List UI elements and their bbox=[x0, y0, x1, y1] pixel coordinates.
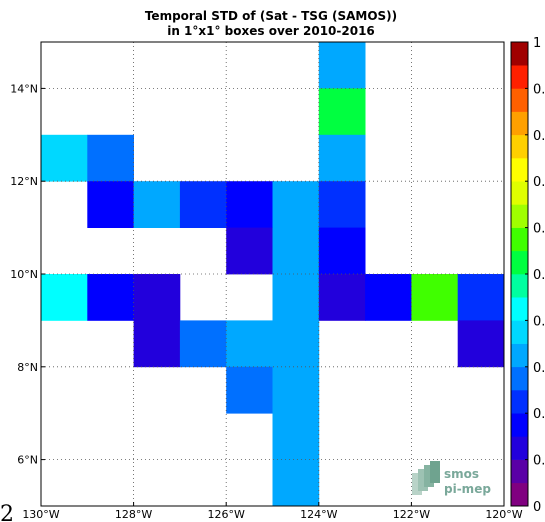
edge-glyph: 2 bbox=[0, 502, 14, 522]
y-tick-label: 8°N bbox=[17, 361, 38, 374]
colorbar-tick-label: 0. bbox=[533, 268, 545, 283]
colorbar-segment bbox=[511, 227, 528, 252]
heatmap-cell bbox=[133, 274, 181, 321]
colorbar-segment bbox=[511, 250, 528, 275]
x-tick-label: 122°W bbox=[393, 508, 430, 521]
heatmap-cell bbox=[318, 227, 366, 275]
heatmap-cell bbox=[272, 274, 320, 321]
logo-text-smos: smos bbox=[444, 467, 479, 481]
colorbar-tick-label: 0. bbox=[533, 175, 545, 190]
heatmap-cell bbox=[365, 274, 412, 321]
colorbar-segment bbox=[511, 390, 528, 414]
colorbar-segment bbox=[511, 181, 528, 205]
y-tick-label: 10°N bbox=[10, 268, 38, 281]
heatmap-cell bbox=[318, 42, 366, 89]
heatmap-cell bbox=[318, 181, 366, 228]
heatmap-cell bbox=[133, 320, 181, 368]
x-tick-label: 126°W bbox=[208, 508, 245, 521]
heatmap-cell bbox=[272, 366, 320, 414]
colorbar-segment bbox=[511, 320, 528, 344]
colorbar-segment bbox=[511, 366, 528, 391]
colorbar-segment bbox=[511, 482, 528, 507]
colorbar-segment bbox=[511, 42, 528, 66]
colorbar bbox=[511, 42, 528, 507]
x-tick-label: 130°W bbox=[22, 508, 59, 521]
heatmap-cell bbox=[272, 227, 320, 275]
heatmap-cell bbox=[41, 274, 88, 321]
x-tick-label: 120°W bbox=[485, 508, 522, 521]
colorbar-segment bbox=[511, 436, 528, 460]
heatmap-cell bbox=[318, 88, 366, 136]
heatmap-cell bbox=[411, 274, 459, 321]
colorbar-segment bbox=[511, 134, 528, 159]
heatmap-cell bbox=[272, 181, 320, 228]
smos-pimep-logo: smos pi-mep bbox=[412, 461, 491, 496]
heatmap-cell bbox=[318, 274, 366, 321]
colorbar-segment bbox=[511, 88, 528, 112]
colorbar-tick-label: 0. bbox=[533, 82, 545, 97]
colorbar-tick-label: 0. bbox=[533, 222, 545, 237]
colorbar-tick-label: 0. bbox=[533, 361, 545, 376]
colorbar-segment bbox=[511, 297, 528, 321]
heatmap-cell bbox=[133, 181, 181, 228]
heatmap-cell bbox=[179, 320, 227, 368]
logo-text-pimep: pi-mep bbox=[444, 482, 491, 496]
heatmap-cell bbox=[272, 320, 320, 368]
heatmap-cell bbox=[179, 181, 227, 228]
heatmap-cell bbox=[272, 413, 320, 460]
colorbar-tick-label: 0. bbox=[533, 407, 545, 422]
logo-mark bbox=[412, 461, 440, 495]
heatmap-cell bbox=[87, 274, 134, 321]
heatmap-cells bbox=[41, 42, 505, 507]
colorbar-segment bbox=[511, 459, 528, 484]
chart-title-line-2: in 1°x1° boxes over 2010-2016 bbox=[167, 24, 375, 38]
y-tick-label: 6°N bbox=[17, 454, 38, 467]
heatmap-cell bbox=[41, 134, 88, 182]
colorbar-ticks: 1 0. 0. 0. 0. 0. 0. 0. 0. 0. 0 bbox=[525, 36, 545, 515]
heatmap-cell bbox=[457, 320, 505, 368]
heatmap-cell bbox=[457, 274, 505, 321]
heatmap-cell bbox=[226, 181, 273, 228]
y-axis-ticks: 6°N 8°N 10°N 12°N 14°N bbox=[10, 82, 45, 467]
colorbar-tick-label: 0. bbox=[533, 314, 545, 329]
y-tick-label: 14°N bbox=[10, 82, 38, 95]
heatmap-cell bbox=[226, 227, 273, 275]
colorbar-segment bbox=[511, 65, 528, 89]
colorbar-segment bbox=[511, 343, 528, 368]
colorbar-tick-label: 0. bbox=[533, 454, 545, 469]
colorbar-tick-label: 0. bbox=[533, 129, 545, 144]
x-tick-label: 128°W bbox=[115, 508, 152, 521]
colorbar-segment bbox=[511, 204, 528, 228]
colorbar-segment bbox=[511, 413, 528, 437]
colorbar-segment bbox=[511, 111, 528, 136]
chart-title-line-1: Temporal STD of (Sat - TSG (SAMOS)) bbox=[145, 9, 397, 23]
heatmap-cell bbox=[272, 459, 320, 507]
x-tick-label: 124°W bbox=[300, 508, 337, 521]
x-axis-ticks: 130°W 128°W 126°W 124°W 122°W 120°W bbox=[22, 502, 523, 521]
heatmap-cell bbox=[87, 134, 134, 182]
heatmap-cell bbox=[318, 134, 366, 182]
colorbar-tick-label: 1 bbox=[533, 36, 541, 51]
colorbar-segment bbox=[511, 158, 528, 182]
y-tick-label: 12°N bbox=[10, 175, 38, 188]
heatmap-cell bbox=[226, 366, 273, 414]
heatmap-cell bbox=[226, 320, 273, 368]
colorbar-segment bbox=[511, 274, 528, 298]
colorbar-tick-label: 0 bbox=[533, 500, 541, 515]
heatmap-cell bbox=[87, 181, 134, 228]
